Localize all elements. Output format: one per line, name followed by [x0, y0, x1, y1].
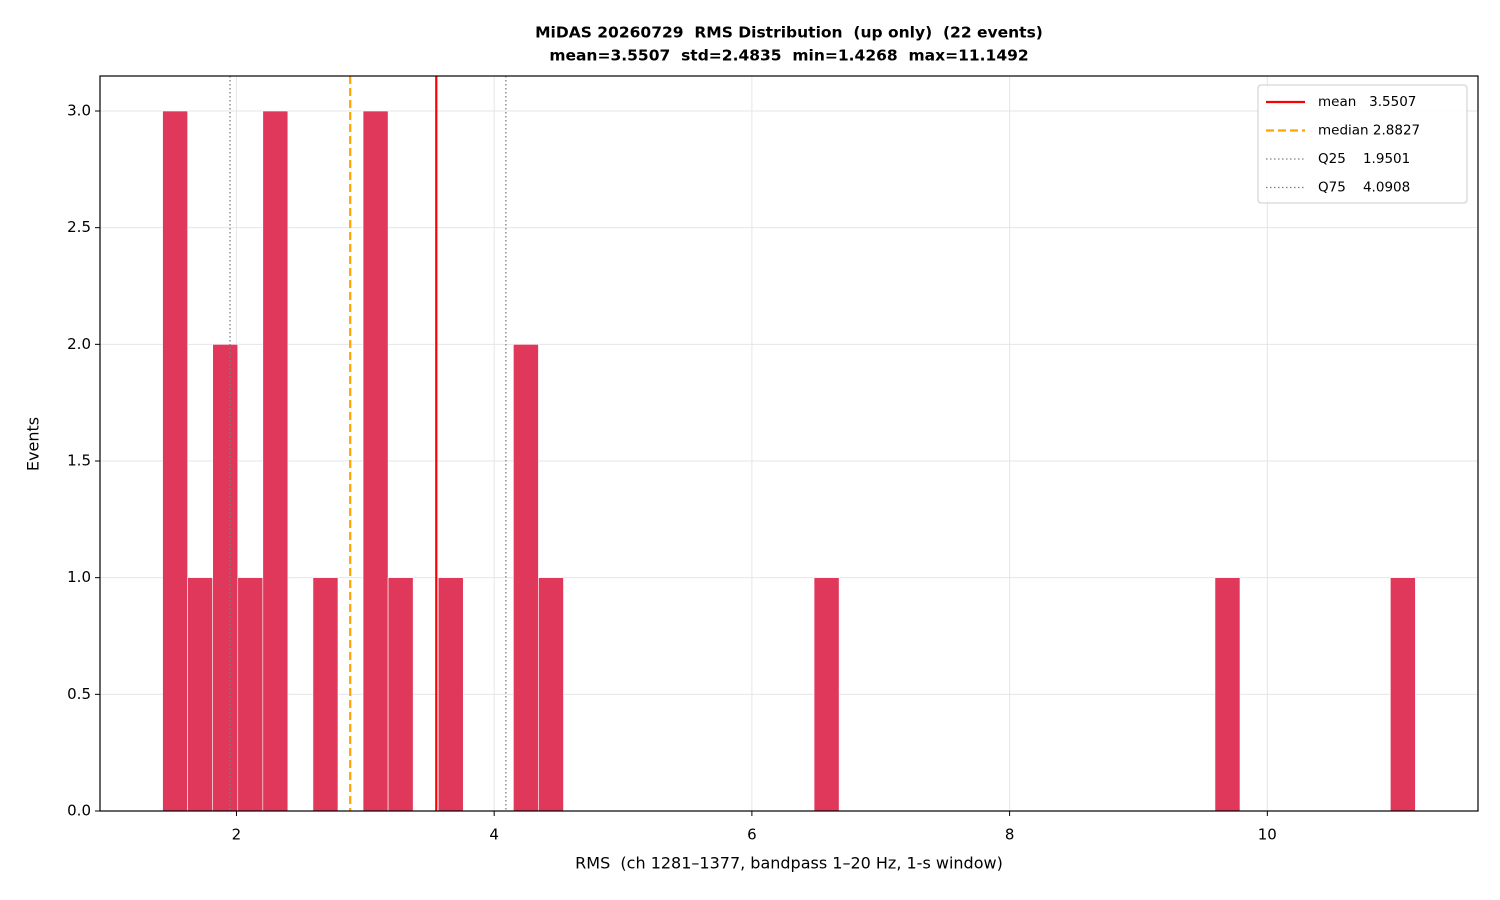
y-tick-label: 3.0 [67, 102, 91, 120]
legend-label: Q75 4.0908 [1318, 180, 1410, 196]
bar [162, 110, 188, 812]
bar [237, 577, 264, 812]
bar [362, 110, 389, 812]
x-tick-label: 2 [232, 826, 242, 844]
plot-frame [99, 75, 1479, 812]
y-axis-label: Events [24, 417, 43, 471]
x-tick-label: 8 [1005, 826, 1015, 844]
legend-label: median 2.8827 [1318, 123, 1420, 139]
y-tick-label: 2.0 [67, 335, 91, 353]
chart-title: MiDAS 20260729 RMS Distribution (up only… [535, 24, 1043, 42]
chart-subtitle: mean=3.5507 std=2.4835 min=1.4268 max=11… [549, 47, 1028, 65]
bar [1214, 577, 1241, 812]
bar [262, 110, 289, 812]
legend-label: Q25 1.9501 [1318, 151, 1410, 167]
bar [187, 577, 214, 812]
x-tick-label: 10 [1258, 826, 1277, 844]
y-tick-label: 0.0 [67, 802, 91, 820]
y-tick-label: 2.5 [67, 218, 91, 236]
x-tick-label: 6 [747, 826, 757, 844]
y-tick-label: 0.5 [67, 685, 91, 703]
bar [387, 577, 414, 812]
y-tick-label: 1.0 [67, 568, 91, 586]
legend-label: mean 3.5507 [1318, 94, 1416, 110]
bar [212, 344, 239, 812]
x-axis-label: RMS (ch 1281–1377, bandpass 1–20 Hz, 1-s… [575, 854, 1003, 873]
x-tick-label: 4 [489, 826, 499, 844]
bar [513, 344, 539, 812]
legend-box [1257, 84, 1468, 204]
bar [1390, 577, 1416, 812]
legend: mean 3.5507 median 2.8827 Q25 1.9501 Q75 4.… [1257, 84, 1468, 204]
bar [538, 577, 564, 812]
bar [437, 577, 464, 812]
bar [813, 577, 840, 812]
bar [312, 577, 339, 812]
y-tick-label: 1.5 [67, 452, 91, 470]
